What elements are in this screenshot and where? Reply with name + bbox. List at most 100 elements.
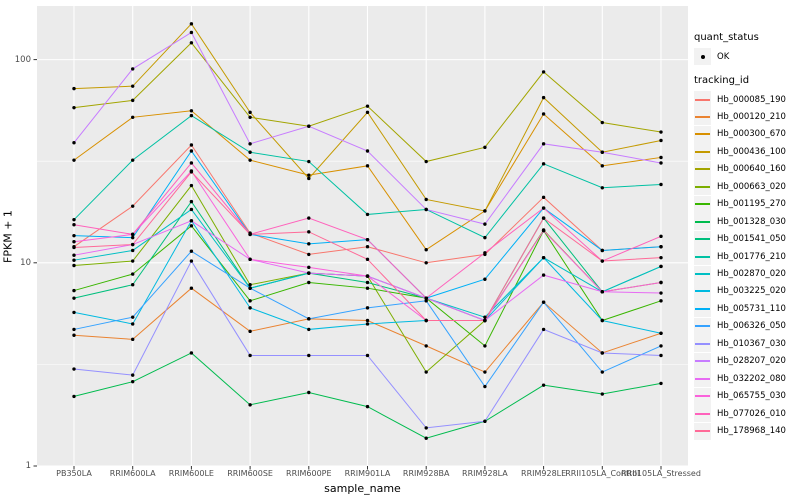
data-point [72,222,76,227]
data-point [483,384,487,389]
data-point [600,290,604,294]
data-point [365,110,370,115]
data-point [600,120,604,125]
legend-item-label: Hb_077026_010 [717,408,786,419]
data-point [483,344,487,348]
data-point [483,222,487,226]
data-point [600,186,604,190]
data-point [189,109,194,113]
legend-item-label: Hb_000120_210 [717,111,786,122]
legend-item-Hb_005731_110: Hb_005731_110 [694,300,786,318]
data-point [131,315,135,319]
legend-item-Hb_010367_030: Hb_010367_030 [694,335,786,353]
data-point [541,255,546,260]
data-point [424,344,428,348]
legend-item-Hb_065755_030: Hb_065755_030 [694,387,786,405]
legend-key-box [694,108,711,126]
data-point [365,306,370,310]
legend-key-box [694,213,711,231]
legend-key-box [694,300,711,318]
data-point [307,252,311,257]
legend-key-line-icon [695,185,710,188]
data-point [424,436,428,440]
data-point [248,283,252,287]
legend-item-label: Hb_010367_030 [717,338,786,349]
data-point [131,204,135,208]
data-point [424,159,428,164]
data-point [424,370,428,374]
y-tick-label: 1 [25,461,31,471]
data-point [659,245,663,249]
data-point [659,353,663,358]
legend-key-box [694,317,711,335]
data-point [131,242,135,247]
data-point [424,248,428,252]
data-point [541,70,546,74]
data-point [307,216,311,220]
legend-item-Hb_000640_160: Hb_000640_160 [694,160,786,178]
data-point [189,249,194,253]
x-axis-title: sample_name [324,482,401,495]
data-point [600,150,604,154]
data-point [541,162,546,166]
legend-item-quant-status-ok: OK [694,48,729,65]
data-point [131,98,135,103]
legend-key-box [694,91,711,108]
data-point [72,253,76,257]
data-point [189,30,194,35]
data-point [307,124,311,128]
data-point [131,115,135,120]
data-point [131,337,135,342]
data-point [659,138,663,143]
legend-key-box [694,248,711,266]
data-point [72,86,76,91]
legend-key-line-icon [695,98,710,101]
legend-key-box [694,405,711,423]
data-point [659,255,663,260]
data-point [189,199,194,204]
legend-key-box [694,282,711,300]
data-point [424,426,428,430]
data-point [248,306,252,310]
data-point [483,370,487,374]
data-point [307,159,311,164]
legend-item-label: Hb_001776_210 [717,251,786,262]
legend-item-Hb_000300_670: Hb_000300_670 [694,125,786,143]
data-point [131,373,135,377]
legend-key-line-icon [695,220,710,223]
data-point [72,333,76,337]
legend-key-box [694,230,711,248]
data-point [72,263,76,268]
data-point [541,95,546,100]
data-point [659,161,663,165]
data-point [307,242,311,246]
data-point [72,105,76,110]
data-point [541,206,546,210]
legend-key-line-icon [695,377,710,380]
data-point [248,353,252,358]
point-marker-icon [700,54,705,59]
legend-key-line-icon [695,342,710,345]
x-tick-label: PB350LA [56,469,92,478]
data-point [72,288,76,293]
legend-item-label: Hb_178968_140 [717,426,786,437]
data-point [659,234,663,239]
data-point [72,258,76,262]
data-point [72,310,76,315]
legend-key-box [694,387,711,405]
legend-item-Hb_178968_140: Hb_178968_140 [694,422,786,440]
data-point [248,142,252,146]
legend-title-tracking-id: tracking_id [694,75,750,86]
legend-item-Hb_003225_020: Hb_003225_020 [694,282,786,300]
legend-key-line-icon [695,133,710,136]
legend-item-label: Hb_005731_110 [717,303,786,314]
legend-item-label: OK [717,51,730,62]
legend-key-box [694,178,711,196]
x-tick-label: RRIM928LE [521,469,567,478]
legend-key-line-icon [695,430,710,433]
legend-item-Hb_001195_270: Hb_001195_270 [694,195,786,213]
legend-item-label: Hb_000300_670 [717,129,786,140]
data-point [483,145,487,150]
legend-key-box [694,265,711,283]
